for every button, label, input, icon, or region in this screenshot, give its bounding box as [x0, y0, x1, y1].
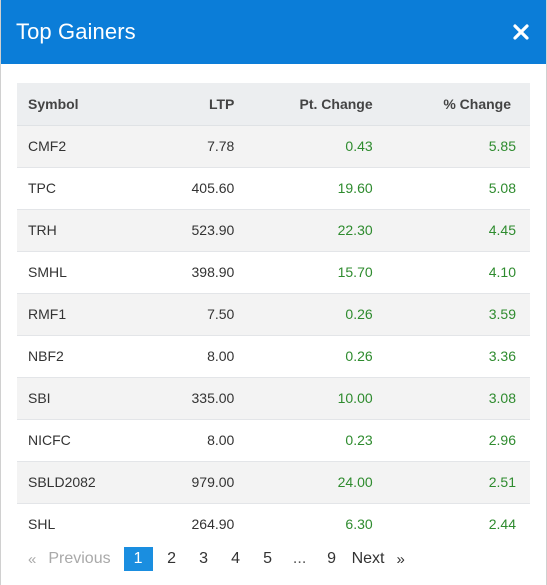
cell-pct-change: 4.45	[488, 222, 516, 238]
table-row[interactable]: SHL 264.90 6.30 2.44	[17, 503, 530, 545]
modal-title: Top Gainers	[16, 19, 136, 44]
cell-ltp: 523.90	[191, 222, 235, 238]
cell-pt-change: 24.00	[337, 474, 373, 490]
page-button-4[interactable]: 4	[231, 550, 241, 567]
cell-symbol[interactable]: SBLD2082	[28, 474, 96, 490]
cell-pct-change: 3.36	[488, 348, 516, 364]
cell-ltp: 398.90	[191, 264, 235, 280]
column-header-pct-change[interactable]: % Change	[372, 83, 530, 126]
double-chevron-right-icon: »	[396, 550, 405, 568]
cell-pt-change: 6.30	[345, 516, 373, 533]
cell-pt-change: 15.70	[337, 264, 373, 280]
modal-header: Top Gainers	[1, 0, 546, 64]
cell-pt-change: 0.43	[345, 138, 373, 154]
cell-symbol[interactable]: TPC	[28, 180, 56, 196]
cell-symbol[interactable]: TRH	[28, 222, 57, 238]
table-row[interactable]: NBF2 8.00 0.26 3.36	[17, 335, 530, 377]
table-row[interactable]: CMF2 7.78 0.43 5.85	[17, 125, 530, 167]
page-button-1[interactable]: 1	[123, 547, 153, 571]
column-header-pt-change[interactable]: Pt. Change	[234, 83, 373, 126]
page-button-9[interactable]: 9	[327, 550, 337, 567]
cell-pt-change: 19.60	[337, 180, 373, 196]
cell-pct-change: 2.44	[488, 516, 516, 533]
column-header-symbol[interactable]: Symbol	[17, 83, 143, 126]
page-button-2[interactable]: 2	[167, 550, 177, 567]
cell-symbol[interactable]: CMF2	[28, 138, 67, 154]
next-label: Next	[351, 550, 385, 567]
double-chevron-left-icon: «	[28, 550, 37, 568]
previous-label: Previous	[48, 550, 111, 567]
pagination: « Previous 1 2 3 4 5 ... 9 Next »	[17, 546, 530, 572]
table-row[interactable]: SMHL 398.90 15.70 4.10	[17, 251, 530, 293]
cell-pt-change: 22.30	[337, 222, 373, 238]
gainers-table: Symbol LTP Pt. Change % Change CMF2 7.78…	[17, 83, 530, 545]
cell-pt-change: 0.26	[345, 348, 373, 364]
cell-pt-change: 10.00	[337, 390, 373, 406]
cell-pct-change: 3.08	[488, 390, 516, 406]
cell-symbol[interactable]: SBI	[28, 390, 51, 406]
table-row[interactable]: RMF1 7.50 0.26 3.59	[17, 293, 530, 335]
cell-ltp: 8.00	[207, 348, 235, 364]
cell-symbol[interactable]: SHL	[28, 516, 56, 533]
table-row[interactable]: TRH 523.90 22.30 4.45	[17, 209, 530, 251]
column-header-ltp[interactable]: LTP	[142, 83, 235, 126]
next-page-button[interactable]: Next »	[352, 547, 405, 571]
table-row[interactable]: SBLD2082 979.00 24.00 2.51	[17, 461, 530, 503]
page-button-5[interactable]: 5	[263, 550, 273, 567]
cell-ltp: 264.90	[191, 516, 235, 533]
pagination-ellipsis: ...	[292, 550, 307, 567]
table-row[interactable]: SBI 335.00 10.00 3.08	[17, 377, 530, 419]
cell-symbol[interactable]: NBF2	[28, 348, 64, 364]
modal-body: Symbol LTP Pt. Change % Change CMF2 7.78…	[1, 64, 546, 572]
cell-symbol[interactable]: NICFC	[28, 432, 71, 448]
cell-symbol[interactable]: SMHL	[28, 264, 67, 280]
cell-pct-change: 2.51	[488, 474, 516, 490]
cell-pct-change: 5.85	[488, 138, 516, 154]
cell-ltp: 7.78	[207, 138, 235, 154]
cell-pt-change: 0.23	[345, 432, 373, 448]
table-row[interactable]: TPC 405.60 19.60 5.08	[17, 167, 530, 209]
page-button-3[interactable]: 3	[199, 550, 209, 567]
previous-page-button[interactable]: « Previous	[28, 547, 124, 571]
cell-pct-change: 4.10	[488, 264, 516, 280]
cell-ltp: 335.00	[191, 390, 235, 406]
cell-ltp: 405.60	[191, 180, 235, 196]
table-row[interactable]: NICFC 8.00 0.23 2.96	[17, 419, 530, 461]
close-icon[interactable]	[510, 21, 532, 43]
table-header-row: Symbol LTP Pt. Change % Change	[17, 83, 530, 126]
cell-pct-change: 2.96	[488, 432, 516, 448]
cell-pt-change: 0.26	[345, 306, 373, 322]
cell-ltp: 979.00	[191, 474, 235, 490]
cell-pct-change: 5.08	[488, 180, 516, 196]
cell-symbol[interactable]: RMF1	[28, 306, 67, 322]
cell-ltp: 7.50	[207, 306, 235, 322]
cell-pct-change: 3.59	[488, 306, 516, 322]
cell-ltp: 8.00	[207, 432, 235, 448]
